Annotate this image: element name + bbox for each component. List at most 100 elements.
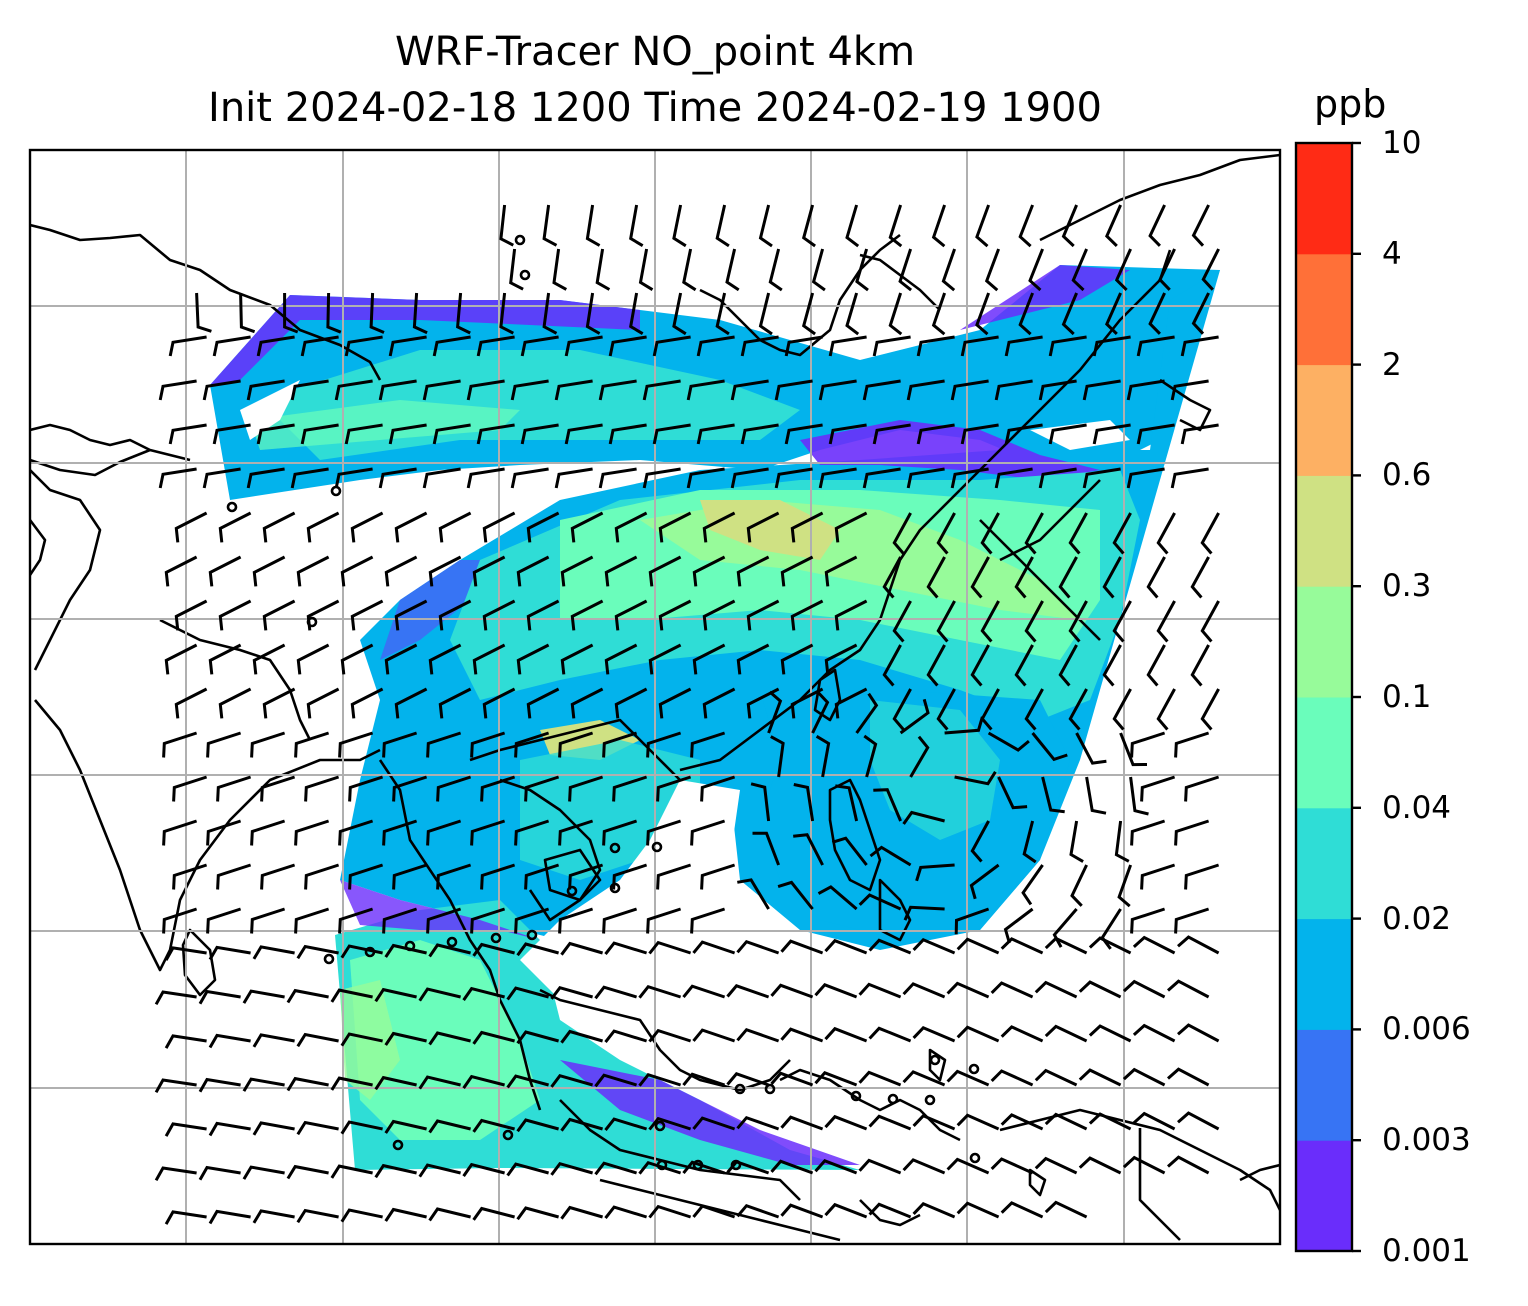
wind-barb xyxy=(560,555,594,587)
wind-barb xyxy=(1122,1067,1166,1087)
colorbar-segment xyxy=(1296,475,1352,587)
wind-barb xyxy=(960,335,999,357)
wind-barb xyxy=(931,204,947,248)
wind-barb xyxy=(340,1120,383,1135)
wind-barb xyxy=(428,1119,471,1134)
wind-barb xyxy=(499,292,514,335)
wind-barb xyxy=(286,1076,329,1092)
wind-barb xyxy=(1201,248,1220,291)
wind-barb xyxy=(946,1069,990,1087)
wind-barb xyxy=(382,819,418,846)
wind-barb xyxy=(801,292,816,336)
wind-barb xyxy=(702,687,736,719)
calm-wind-circle xyxy=(514,234,526,246)
wind-barb xyxy=(252,945,295,960)
wind-barb xyxy=(350,687,384,719)
wind-barb xyxy=(514,731,550,758)
wind-barb xyxy=(658,687,692,719)
wind-barb xyxy=(1075,732,1107,765)
wind-barb xyxy=(899,698,930,735)
wind-barb xyxy=(558,907,594,934)
wind-barb xyxy=(212,335,251,357)
wind-barb xyxy=(1126,379,1165,401)
wind-barb xyxy=(608,423,647,445)
wind-barb xyxy=(482,687,516,719)
wind-barb xyxy=(382,731,418,758)
wind-barb xyxy=(1112,512,1132,555)
wind-barb xyxy=(594,1073,638,1088)
wind-barb xyxy=(242,1077,285,1092)
wind-barb xyxy=(960,423,999,445)
wind-barb xyxy=(1061,292,1078,336)
wind-barb xyxy=(412,292,428,335)
wind-barb xyxy=(510,379,549,401)
wind-barb xyxy=(162,731,198,758)
wind-barb xyxy=(682,1072,726,1087)
wind-barb xyxy=(824,643,858,675)
wind-barb xyxy=(1148,204,1166,247)
wind-barb xyxy=(154,1166,197,1182)
calm-wind-circle xyxy=(490,932,502,944)
wind-barb xyxy=(246,379,285,401)
wind-barb xyxy=(648,1204,692,1219)
wind-barb xyxy=(869,845,912,867)
wind-barb xyxy=(158,379,197,401)
wind-barb xyxy=(344,335,383,357)
calm-wind-circle xyxy=(392,1139,404,1151)
wind-barb xyxy=(340,643,374,675)
wind-barb xyxy=(1102,556,1122,599)
wind-barb xyxy=(882,556,902,599)
wind-barb xyxy=(1088,936,1132,955)
wind-barb xyxy=(726,984,770,999)
wind-barb xyxy=(692,1204,736,1219)
wind-barb xyxy=(758,204,773,248)
wind-barb xyxy=(466,467,505,489)
wind-barb xyxy=(1022,820,1037,864)
wind-barb xyxy=(845,204,860,248)
wind-barb xyxy=(614,599,648,631)
wind-barb xyxy=(509,248,524,291)
wind-barb xyxy=(1136,335,1175,357)
wind-barb xyxy=(770,983,814,999)
wind-barb xyxy=(384,555,418,587)
wind-barb xyxy=(1140,775,1176,802)
wind-barb xyxy=(304,863,340,890)
wind-barb xyxy=(1031,732,1068,762)
wind-barb xyxy=(554,467,593,489)
colorbar-segment xyxy=(1296,253,1352,366)
wind-barb xyxy=(1158,248,1176,291)
wind-barb xyxy=(652,423,691,445)
wind-barb xyxy=(656,775,692,802)
wind-barb xyxy=(926,644,946,687)
calm-wind-circle xyxy=(968,1063,980,1075)
wind-barb xyxy=(506,986,549,1001)
wind-barb xyxy=(638,248,654,291)
wind-barb xyxy=(780,555,814,587)
wind-barb xyxy=(436,775,472,802)
wind-barb xyxy=(602,731,638,758)
wind-barb xyxy=(1174,907,1210,934)
wind-barb xyxy=(1041,776,1065,814)
calm-wind-circle xyxy=(929,1054,941,1066)
wind-barb xyxy=(470,819,506,846)
wind-barb xyxy=(1024,512,1044,555)
wind-barb xyxy=(338,731,374,758)
wind-barb xyxy=(941,248,957,292)
wind-barb xyxy=(206,731,242,758)
wind-barb xyxy=(394,511,428,543)
calm-wind-circle xyxy=(323,953,335,965)
wind-barb xyxy=(872,423,911,445)
wind-barb xyxy=(858,982,902,999)
wind-barb xyxy=(868,1202,912,1219)
wind-barb xyxy=(715,292,730,336)
wind-barb xyxy=(784,423,823,445)
wind-barb xyxy=(394,599,428,631)
wind-barb xyxy=(568,775,604,802)
wind-barb xyxy=(1088,1112,1132,1131)
wind-barb xyxy=(374,987,417,1003)
wind-barb xyxy=(658,599,692,631)
wind-barb xyxy=(250,819,286,846)
wind-barb xyxy=(692,1116,736,1131)
wind-barb xyxy=(1038,379,1077,401)
wind-barb xyxy=(1034,1156,1078,1175)
